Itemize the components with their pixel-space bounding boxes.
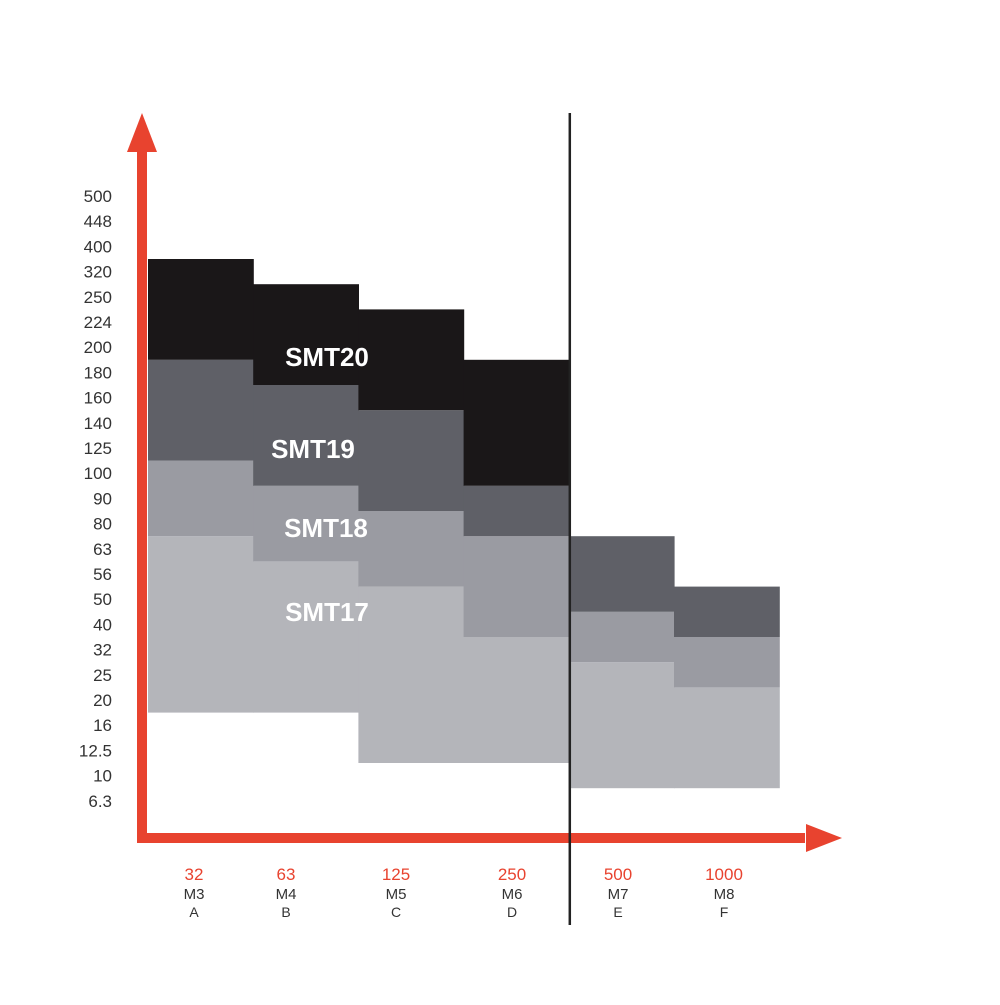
y-tick-label: 250 — [84, 288, 112, 307]
x-category-class: M6 — [502, 886, 523, 903]
y-tick-label: 500 — [84, 187, 112, 206]
x-category-letter: E — [613, 904, 622, 920]
y-axis-line — [137, 140, 147, 843]
x-category-class: M5 — [386, 886, 407, 903]
y-tick-label: 200 — [84, 338, 112, 357]
band-smt20-b — [253, 284, 359, 385]
x-category-value: 125 — [382, 865, 410, 884]
x-category-letter: B — [281, 904, 290, 920]
x-category-value: 32 — [185, 865, 204, 884]
band-smt17-a — [148, 536, 254, 713]
band-smt20-d — [463, 359, 570, 486]
y-tick-label: 160 — [84, 389, 112, 408]
x-category-letter: D — [507, 904, 517, 920]
y-tick-label: 224 — [84, 313, 112, 332]
y-tick-label: 12.5 — [79, 741, 112, 760]
band-smt18-d — [463, 536, 570, 637]
series-label-smt17: SMT17 — [285, 597, 369, 627]
x-category-value: 250 — [498, 865, 526, 884]
x-category-letter: A — [189, 904, 199, 920]
band-smt18-f — [674, 637, 780, 688]
band-smt19-a — [148, 359, 254, 461]
band-smt17-f — [674, 687, 780, 789]
band-smt17-e — [568, 662, 675, 789]
y-tick-label: 40 — [93, 615, 112, 634]
x-axis-arrow — [806, 824, 842, 852]
x-category-value: 500 — [604, 865, 632, 884]
y-tick-label: 448 — [84, 212, 112, 231]
band-smt18-a — [148, 460, 254, 537]
y-tick-label: 180 — [84, 363, 112, 382]
x-category-class: M3 — [184, 886, 205, 903]
band-smt18-b — [253, 485, 359, 562]
x-category-letter: F — [720, 904, 729, 920]
y-tick-label: 125 — [84, 439, 112, 458]
band-smt17-c — [358, 586, 465, 763]
y-tick-label: 100 — [84, 464, 112, 483]
x-category-class: M8 — [714, 886, 735, 903]
x-category-value: 1000 — [705, 865, 743, 884]
y-tick-label: 80 — [93, 515, 112, 534]
y-tick-label: 90 — [93, 489, 112, 508]
x-axis-line — [137, 833, 805, 843]
y-tick-label: 140 — [84, 414, 112, 433]
series-label-smt20: SMT20 — [285, 342, 369, 372]
band-smt19-b — [253, 385, 359, 486]
y-axis-arrow — [127, 113, 157, 152]
band-smt20-a — [148, 259, 254, 360]
band-smt19-c — [358, 410, 465, 511]
x-category-letter: C — [391, 904, 401, 920]
y-tick-label: 320 — [84, 263, 112, 282]
band-smt19-f — [674, 586, 780, 637]
band-smt18-e — [568, 611, 675, 663]
x-category-value: 63 — [277, 865, 296, 884]
x-category-class: M4 — [276, 886, 297, 903]
x-category-class: M7 — [608, 886, 629, 903]
series-label-smt19: SMT19 — [271, 434, 355, 464]
y-tick-label: 400 — [84, 237, 112, 256]
band-smt17-b — [253, 561, 359, 713]
y-tick-label: 50 — [93, 590, 112, 609]
series-label-smt18: SMT18 — [284, 513, 368, 543]
band-smt17-d — [463, 637, 570, 763]
band-smt19-e — [568, 536, 675, 612]
y-tick-label: 63 — [93, 540, 112, 559]
y-tick-label: 32 — [93, 641, 112, 660]
band-smt20-c — [358, 309, 465, 411]
y-tick-label: 56 — [93, 565, 112, 584]
y-tick-label: 16 — [93, 716, 112, 735]
y-tick-label: 25 — [93, 666, 112, 685]
y-tick-label: 10 — [93, 767, 112, 786]
band-smt19-d — [463, 485, 570, 537]
y-tick-label: 20 — [93, 691, 112, 710]
band-smt18-c — [358, 511, 465, 587]
y-tick-label: 6.3 — [88, 792, 112, 811]
